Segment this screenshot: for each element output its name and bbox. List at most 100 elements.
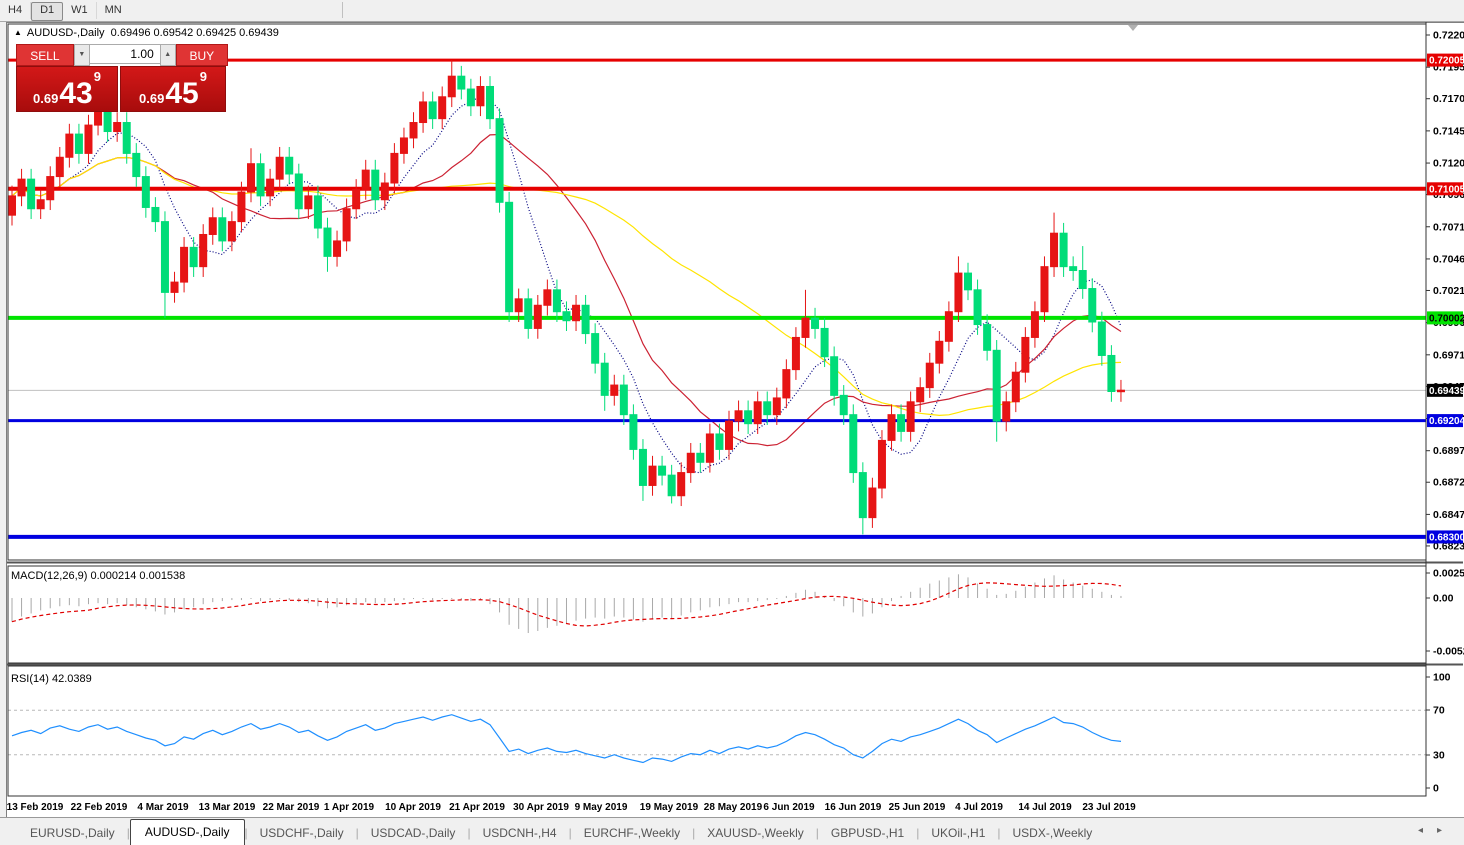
collapse-arrow-icon[interactable]: ▲ [14, 28, 22, 37]
chart-tab-usdchf-daily[interactable]: USDCHF-,Daily [259, 826, 344, 840]
candles-layer [8, 60, 1125, 535]
moving-average-line [11, 95, 1122, 474]
chart-tab-xauusd-weekly[interactable]: XAUUSD-,Weekly [707, 826, 804, 840]
svg-text:70: 70 [1433, 705, 1445, 717]
sell-price-prefix: 0.69 [33, 91, 59, 106]
moving-average-line [11, 133, 1122, 447]
svg-text:0.71005: 0.71005 [1429, 184, 1464, 195]
chart-tab-audusd-daily[interactable]: AUDUSD-,Daily [129, 819, 245, 845]
timeframe-button-w1[interactable]: W1 [63, 2, 97, 19]
chart-shift-marker-icon [1128, 25, 1138, 31]
buy-button[interactable]: BUY [175, 44, 228, 66]
svg-text:0.00: 0.00 [1433, 593, 1454, 605]
tab-separator: | [692, 826, 696, 840]
svg-text:14 Jul 2019: 14 Jul 2019 [1018, 802, 1072, 813]
toolbar-separator [342, 2, 343, 18]
chart-tab-gbpusd-h1[interactable]: GBPUSD-,H1 [830, 826, 905, 840]
svg-text:16 Jun 2019: 16 Jun 2019 [825, 802, 882, 813]
svg-text:10 Apr 2019: 10 Apr 2019 [385, 802, 441, 813]
svg-text:0.002522: 0.002522 [1433, 568, 1464, 580]
svg-text:22 Mar 2019: 22 Mar 2019 [263, 802, 320, 813]
tab-scroll-left-icon[interactable]: ◂ [1417, 825, 1437, 836]
svg-text:0.71705: 0.71705 [1433, 93, 1464, 105]
buy-price-pips: 45 [165, 77, 199, 110]
tab-separator: | [997, 826, 1001, 840]
chart-tab-bar: EURUSD-,Daily | AUDUSD-,Daily | USDCHF-,Dail… [0, 817, 1464, 845]
svg-text:19 May 2019: 19 May 2019 [640, 802, 699, 813]
price-badge [1427, 311, 1463, 325]
tab-separator: | [815, 826, 819, 840]
svg-text:100: 100 [1433, 672, 1451, 684]
timeframe-toolbar: H4 D1 W1 MN [0, 0, 1464, 22]
svg-text:13 Feb 2019: 13 Feb 2019 [7, 802, 64, 813]
tab-scroll-right-icon[interactable]: ▸ [1436, 825, 1456, 836]
volume-decrease-button[interactable]: ▼ [73, 44, 90, 66]
buy-price-point: 9 [199, 69, 207, 84]
svg-text:0.69439: 0.69439 [1429, 386, 1464, 397]
chart-title: ▲ AUDUSD-,Daily 0.69496 0.69542 0.69425 0… [14, 27, 279, 39]
volume-input[interactable] [89, 44, 160, 64]
macd-signal-line [11, 582, 1122, 627]
price-badge [1427, 414, 1463, 428]
svg-text:6 Jun 2019: 6 Jun 2019 [763, 802, 815, 813]
svg-text:9 May 2019: 9 May 2019 [575, 802, 628, 813]
svg-text:0: 0 [1433, 783, 1439, 795]
svg-text:21 Apr 2019: 21 Apr 2019 [449, 802, 505, 813]
chart-tab-usdcnh-h4[interactable]: USDCNH-,H4 [482, 826, 557, 840]
sell-price-point: 9 [93, 69, 101, 84]
svg-text:1 Apr 2019: 1 Apr 2019 [324, 802, 375, 813]
macd-pane [11, 574, 1122, 634]
svg-text:0.68475: 0.68475 [1433, 509, 1464, 521]
timeframe-button-mn[interactable]: MN [104, 4, 122, 16]
pane-frames [7, 22, 1463, 797]
svg-text:0.69204: 0.69204 [1429, 416, 1464, 427]
sell-button[interactable]: SELL [16, 44, 74, 66]
svg-text:30 Apr 2019: 30 Apr 2019 [513, 802, 569, 813]
tab-separator: | [126, 826, 130, 840]
svg-text:23 Jul 2019: 23 Jul 2019 [1082, 802, 1136, 813]
volume-increase-button[interactable]: ▲ [159, 44, 176, 66]
svg-text:-0.005234: -0.005234 [1433, 646, 1464, 658]
svg-text:4 Mar 2019: 4 Mar 2019 [137, 802, 189, 813]
buy-price-prefix: 0.69 [139, 91, 165, 106]
chart-tab-ukoil-h1[interactable]: UKOil-,H1 [931, 826, 986, 840]
svg-text:22 Feb 2019: 22 Feb 2019 [71, 802, 128, 813]
svg-text:0.71205: 0.71205 [1433, 158, 1464, 170]
tab-separator: | [467, 826, 471, 840]
rsi-pane [8, 709, 1426, 764]
buy-price-display[interactable]: 0.69 45 9 [120, 66, 226, 112]
svg-text:28 May 2019: 28 May 2019 [704, 802, 763, 813]
chart-tab-eurusd-daily[interactable]: EURUSD-,Daily [30, 826, 115, 840]
svg-text:0.71455: 0.71455 [1433, 125, 1464, 137]
symbol-name: AUDUSD-,Daily [26, 27, 105, 39]
date-axis[interactable]: 13 Feb 2019 22 Feb 2019 4 Mar 2019 13 Mar 2… [7, 802, 1136, 813]
svg-text:4 Jul 2019: 4 Jul 2019 [955, 802, 1003, 813]
tab-separator: | [916, 826, 920, 840]
tab-separator: | [568, 826, 572, 840]
price-badge [1427, 53, 1463, 67]
timeframe-button-h4[interactable]: H4 [0, 2, 32, 19]
chart-tab-eurchf-weekly[interactable]: EURCHF-,Weekly [583, 826, 681, 840]
sell-price-display[interactable]: 0.69 43 9 [16, 66, 118, 112]
svg-text:0.68300: 0.68300 [1429, 532, 1464, 543]
svg-text:0.70215: 0.70215 [1433, 285, 1464, 297]
timeframe-button-d1[interactable]: D1 [31, 2, 64, 21]
price-badge [1427, 383, 1463, 397]
ohlc-values: 0.69496 0.69542 0.69425 0.69439 [110, 27, 279, 39]
chart-tab-usdx-weekly[interactable]: USDX-,Weekly [1012, 826, 1093, 840]
svg-text:0.72005: 0.72005 [1429, 56, 1464, 67]
chart-tab-usdcad-daily[interactable]: USDCAD-,Daily [370, 826, 456, 840]
price-badge [1427, 530, 1463, 544]
price-axis[interactable]: 0.722000.719500.717050.714550.712050.709… [1426, 30, 1464, 795]
svg-text:0.69715: 0.69715 [1433, 349, 1464, 361]
svg-text:0.68725: 0.68725 [1433, 477, 1464, 489]
svg-text:30: 30 [1433, 750, 1445, 762]
chart-tabs: EURUSD-,Daily | AUDUSD-,Daily | USDCHF-,Dail… [18, 819, 1104, 845]
